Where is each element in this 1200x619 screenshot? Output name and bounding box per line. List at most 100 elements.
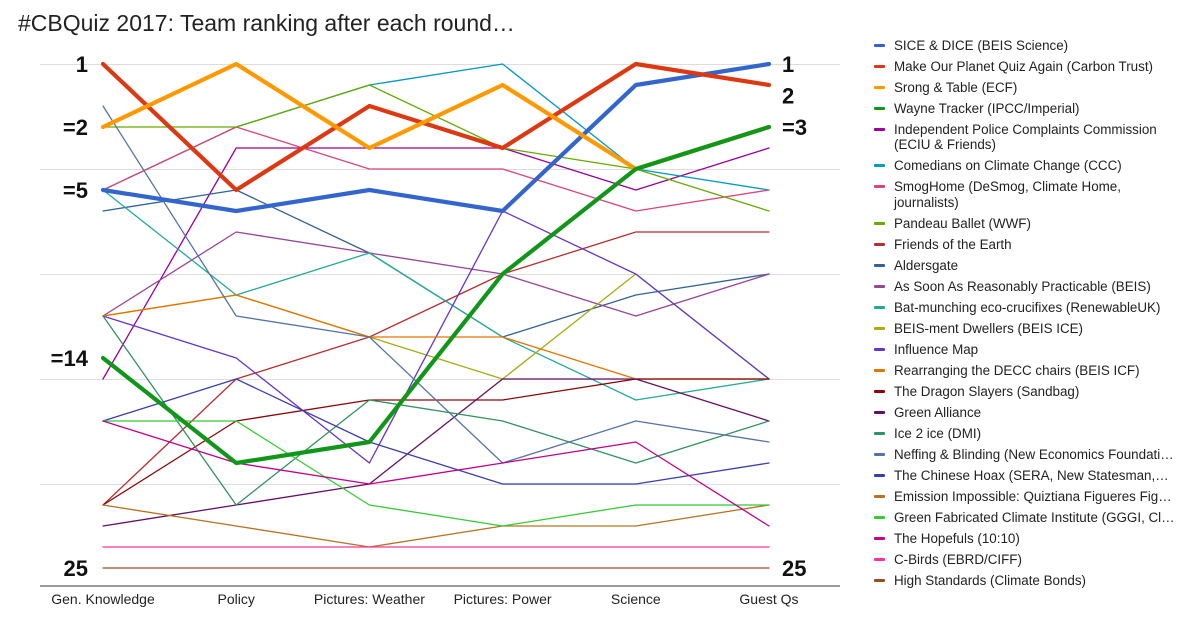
- legend-swatch: [874, 128, 885, 131]
- legend-item: SICE & DICE (BEIS Science): [870, 38, 1188, 53]
- legend-swatch: [874, 44, 885, 47]
- legend-label: Comedians on Climate Change (CCC): [894, 158, 1122, 174]
- legend-label: Independent Police Complaints Commission…: [894, 122, 1157, 153]
- legend-item: The Dragon Slayers (Sandbag): [870, 384, 1188, 399]
- legend-label: SmogHome (DeSmog, Climate Home, journali…: [894, 179, 1121, 210]
- series-line-2: [100, 61, 772, 193]
- legend-swatch: [874, 473, 885, 477]
- legend-swatch: [874, 578, 885, 582]
- series-line-12: [102, 189, 770, 401]
- series-line-15: [102, 294, 770, 380]
- legend-label: BEIS-ment Dwellers (BEIS ICE): [894, 320, 1083, 336]
- series-line-22: [102, 420, 770, 527]
- legend-swatch: [874, 410, 885, 414]
- series-line-17: [102, 378, 770, 527]
- legend-item: High Standards (Climate Bonds): [870, 573, 1188, 588]
- legend-swatch: [874, 431, 885, 435]
- legend-swatch: [874, 389, 885, 393]
- legend-label: Friends of the Earth: [894, 236, 1012, 252]
- legend-label: High Standards (Climate Bonds): [894, 572, 1087, 588]
- legend-swatch: [874, 65, 885, 68]
- legend-item: Aldersgate: [870, 258, 1188, 273]
- left-rank-label: =5: [63, 178, 88, 203]
- series-lines: [100, 61, 772, 569]
- legend-item: Emission Impossible: Quiztiana Figueres …: [870, 489, 1188, 504]
- legend-swatch: [874, 284, 885, 288]
- left-rank-label: 25: [64, 556, 88, 581]
- x-tick-label: Guest Qs: [739, 591, 798, 607]
- legend-item: Ice 2 ice (DMI): [870, 426, 1188, 441]
- legend-label: Make Our Planet Quiz Again (Carbon Trust…: [894, 59, 1153, 74]
- legend-label: Ice 2 ice (DMI): [894, 425, 982, 441]
- legend-label: SICE & DICE (BEIS Science): [894, 38, 1069, 53]
- legend-swatch: [874, 494, 885, 498]
- legend-swatch: [874, 221, 885, 225]
- legend-item: Neffing & Blinding (New Economics Founda…: [870, 447, 1188, 462]
- legend-swatch: [874, 515, 885, 519]
- legend-swatch: [874, 86, 885, 89]
- x-tick-label: Policy: [218, 591, 255, 607]
- legend-label: Green Alliance: [894, 404, 982, 420]
- series-line-21: [102, 504, 770, 548]
- legend-item: Wayne Tracker (IPCC/Imperial): [870, 101, 1188, 116]
- legend-swatch: [874, 305, 885, 309]
- legend-swatch: [874, 347, 885, 351]
- legend-swatch: [874, 557, 885, 561]
- legend-item: Influence Map: [870, 342, 1188, 357]
- x-tick-label: Pictures: Weather: [314, 591, 425, 607]
- series-line-19: [102, 105, 770, 464]
- legend-item: Make Our Planet Quiz Again (Carbon Trust…: [870, 59, 1188, 74]
- legend-swatch: [874, 263, 885, 267]
- x-axis-tick-labels: Gen. Knowledge Policy Pictures: Weather Pic…: [51, 591, 798, 607]
- legend-item: Srong & Table (ECF): [870, 80, 1188, 95]
- legend-swatch: [874, 107, 885, 110]
- left-rank-label: 1: [76, 52, 88, 77]
- rank-labels: 1 =2 =5 =14 25 1 2 =3 25: [51, 52, 807, 581]
- legend-swatch: [874, 536, 885, 540]
- legend-item: SmogHome (DeSmog, Climate Home, journali…: [870, 179, 1188, 210]
- x-tick-label: Science: [611, 591, 661, 607]
- legend-swatch: [874, 326, 885, 330]
- series-line-23: [102, 420, 770, 527]
- series-line-1: [100, 61, 772, 214]
- legend-label: Bat-munching eco-crucifixes (RenewableUK…: [894, 299, 1161, 315]
- legend-label: As Soon As Reasonably Practicable (BEIS): [894, 278, 1151, 294]
- x-tick-label: Gen. Knowledge: [51, 591, 155, 607]
- legend-item: As Soon As Reasonably Practicable (BEIS): [870, 279, 1188, 294]
- legend-label: The Chinese Hoax (SERA, New Statesman,…: [894, 467, 1169, 483]
- legend-label: Aldersgate: [894, 257, 959, 273]
- chart-legend: SICE & DICE (BEIS Science) Make Our Plane…: [870, 38, 1188, 594]
- legend-item: Friends of the Earth: [870, 237, 1188, 252]
- legend-item: Bat-munching eco-crucifixes (RenewableUK…: [870, 300, 1188, 315]
- legend-swatch: [874, 242, 885, 246]
- legend-item: Comedians on Climate Change (CCC): [870, 158, 1188, 173]
- legend-label: The Hopefuls (10:10): [894, 530, 1020, 546]
- legend-item: Green Alliance: [870, 405, 1188, 420]
- legend-label: Neffing & Blinding (New Economics Founda…: [894, 446, 1174, 462]
- right-rank-label: 1: [782, 52, 794, 77]
- series-line-7: [102, 126, 770, 212]
- right-rank-label: 2: [782, 84, 794, 109]
- legend-item: Pandeau Ballet (WWF): [870, 216, 1188, 231]
- series-line-20: [102, 378, 770, 485]
- legend-item: The Hopefuls (10:10): [870, 531, 1188, 546]
- series-line-4: [100, 124, 772, 466]
- legend-label: Green Fabricated Climate Institute (GGGI…: [894, 509, 1175, 525]
- legend-label: C-Birds (EBRD/CIFF): [894, 551, 1022, 567]
- line-chart: 1 =2 =5 =14 25 1 2 =3 25 Gen. Knowledge Policy Pic…: [40, 52, 840, 607]
- series-line-16: [102, 378, 770, 506]
- legend-label: Influence Map: [894, 341, 979, 357]
- legend-label: Pandeau Ballet (WWF): [894, 215, 1031, 231]
- left-rank-label: =2: [63, 115, 88, 140]
- series-line-11: [102, 231, 770, 317]
- right-rank-label: =3: [782, 115, 807, 140]
- legend-label: Emission Impossible: Quiztiana Figueres …: [894, 488, 1172, 504]
- legend-item: Independent Police Complaints Commission…: [870, 122, 1188, 153]
- legend-swatch: [874, 164, 885, 168]
- right-rank-label: 25: [782, 556, 806, 581]
- legend-item: Rearranging the DECC chairs (BEIS ICF): [870, 363, 1188, 378]
- legend-label: Wayne Tracker (IPCC/Imperial): [894, 101, 1080, 116]
- series-line-9: [102, 231, 770, 506]
- legend-swatch: [874, 185, 885, 189]
- legend-label: Rearranging the DECC chairs (BEIS ICF): [894, 362, 1140, 378]
